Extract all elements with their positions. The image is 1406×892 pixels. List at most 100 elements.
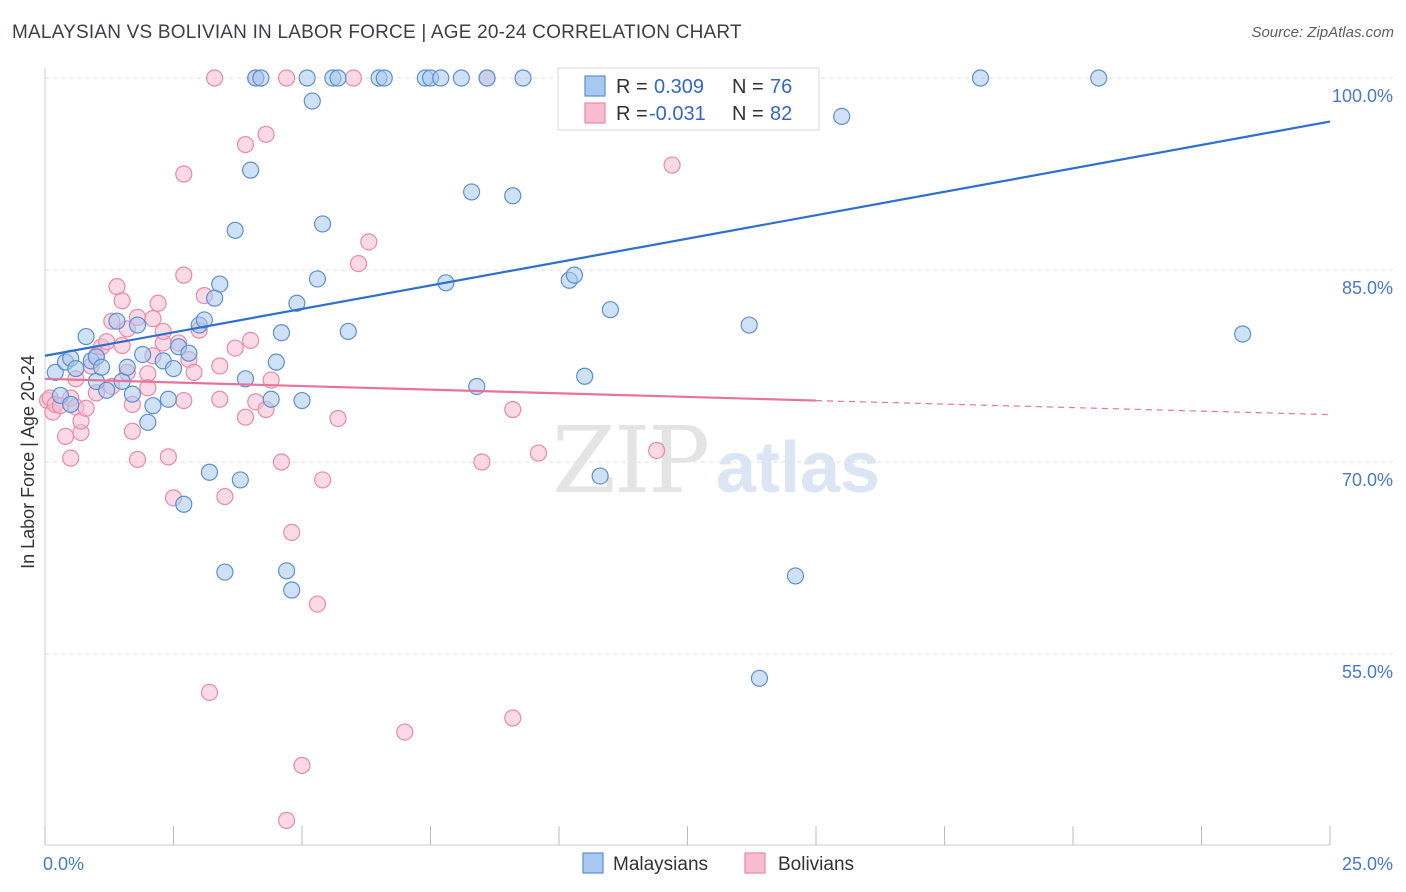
bolivian-point [396, 723, 414, 741]
malaysian-point [267, 353, 285, 371]
malaysian-point [277, 562, 296, 580]
malaysian-r-label: R = [616, 76, 648, 98]
source-label: Source: ZipAtlas.com [1251, 24, 1394, 41]
bolivian-point [206, 69, 224, 87]
malaysian-point [478, 69, 496, 87]
bolivian-point [139, 379, 157, 397]
malaysian-point [211, 275, 229, 293]
malaysian-point [833, 107, 851, 126]
bolivian-point [77, 399, 95, 417]
malaysian-point [144, 397, 162, 415]
malaysian-r-value: 0.309 [654, 76, 704, 98]
stats-legend: R = 0.309 N = 76 R = -0.031 N = 82 [557, 67, 820, 131]
malaysian-point [46, 363, 64, 381]
bolivian-point [211, 390, 229, 408]
bolivian-point [175, 165, 193, 183]
bolivian-point [277, 69, 296, 87]
malaysian-point [463, 183, 481, 201]
bolivian-point [473, 453, 491, 471]
malaysian-point [200, 463, 219, 481]
x-tick-label-max: 25.0% [1342, 854, 1393, 874]
malaysian-point [108, 312, 126, 330]
malaysian-point [375, 69, 393, 87]
malaysian-point [576, 367, 594, 385]
bolivian-point [98, 333, 116, 351]
malaysian-point [293, 391, 311, 410]
malaysian-point [1090, 69, 1108, 87]
bolivian-point [663, 156, 681, 174]
bolivian-r-label: R = [616, 103, 648, 125]
malaysian-point [514, 69, 532, 87]
malaysian-swatch [584, 75, 606, 97]
bolivian-point [242, 331, 260, 349]
malaysian-point [504, 187, 522, 205]
malaysian-trend-line [44, 120, 1331, 357]
malaysian-point [432, 69, 450, 87]
bolivian-trend-line-extrapolated [815, 399, 1331, 416]
bolivian-point [211, 357, 229, 375]
bolivian-point [144, 310, 162, 328]
y-tick-label-55: 55.0% [1342, 662, 1393, 682]
malaysian-n-value: 76 [770, 76, 792, 98]
bolivian-point [504, 709, 522, 727]
chart-title: MALAYSIAN VS BOLIVIAN IN LABOR FORCE | A… [12, 22, 742, 43]
bolivian-point [216, 487, 234, 506]
malaysian-point [288, 294, 306, 312]
bolivian-point [128, 450, 147, 469]
bolivian-point [113, 292, 131, 310]
malaysian-point [272, 324, 291, 342]
bolivian-point [272, 453, 291, 471]
bolivian-point [175, 266, 193, 284]
malaysian-point [601, 301, 620, 319]
bolivian-point [236, 408, 255, 426]
malaysian-point [180, 344, 198, 362]
y-tick-label-70: 70.0% [1342, 470, 1393, 490]
series-malaysians [46, 69, 1252, 687]
bolivian-point [56, 427, 75, 445]
malaysian-point [262, 390, 280, 408]
bolivian-point [257, 125, 275, 143]
bolivian-n-label: N = [732, 103, 764, 125]
malaysian-point [750, 669, 769, 687]
watermark: ZIP atlas [552, 407, 880, 514]
malaysian-point [226, 221, 244, 239]
malaysian-point [134, 345, 152, 364]
bolivian-point [344, 69, 362, 87]
legend-bolivians-swatch [744, 852, 766, 874]
malaysian-point [139, 413, 157, 431]
malaysian-point [77, 327, 95, 346]
malaysian-point [67, 359, 85, 378]
legend-malaysians-swatch [582, 852, 604, 874]
malaysian-point [118, 358, 136, 376]
malaysian-point [159, 390, 177, 408]
bolivian-point [504, 400, 522, 419]
bolivian-point [277, 811, 296, 830]
bolivian-swatch [584, 102, 606, 124]
malaysian-point [283, 581, 301, 599]
malaysian-point [971, 69, 990, 87]
bolivian-point [123, 422, 141, 440]
bolivian-trend-line [44, 377, 817, 402]
malaysian-point [98, 381, 116, 399]
malaysian-point [298, 69, 316, 87]
bolivian-point [62, 449, 80, 467]
bolivian-point [236, 135, 255, 154]
bolivian-point [154, 322, 172, 341]
y-tick-label-100: 100.0% [1332, 86, 1393, 106]
malaysian-point [786, 567, 805, 585]
legend-malaysians-label: Malaysians [613, 854, 708, 875]
malaysian-point [92, 358, 111, 376]
bolivian-point [313, 471, 332, 489]
bolivian-point [360, 233, 378, 251]
malaysian-point [313, 215, 332, 233]
y-tick-labels: 55.0% 70.0% 85.0% 100.0% [1332, 86, 1393, 682]
bolivian-point [648, 441, 666, 460]
bolivian-point [283, 523, 301, 542]
bolivian-point [349, 255, 368, 273]
malaysian-point [339, 322, 357, 341]
bolivian-point [293, 756, 311, 774]
malaysian-point [175, 495, 193, 513]
bolivian-r-value: -0.031 [649, 103, 706, 125]
watermark-atlas: atlas [716, 428, 880, 508]
